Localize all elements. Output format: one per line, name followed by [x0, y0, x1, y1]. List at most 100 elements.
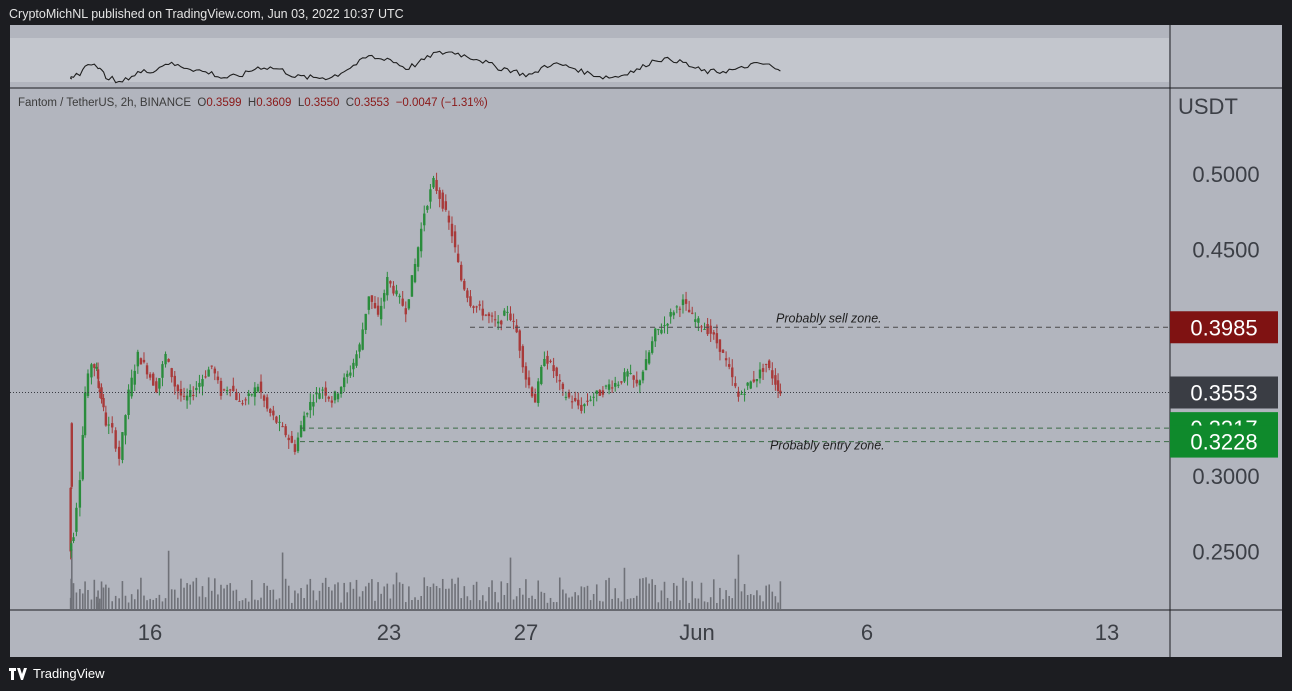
- high-value: 0.3609: [256, 97, 292, 109]
- volume-bar: [195, 577, 198, 609]
- volume-bar: [774, 596, 777, 609]
- volume-bar: [343, 582, 345, 609]
- volume-bar: [309, 578, 312, 609]
- candle-body: [373, 302, 377, 309]
- volume-bar: [386, 583, 389, 609]
- candle-body: [265, 397, 269, 409]
- time-tick: 13: [1095, 620, 1119, 645]
- candle-body: [173, 375, 176, 387]
- volume-bar: [118, 598, 120, 609]
- candle-body: [715, 333, 719, 344]
- volume-bar: [130, 594, 133, 609]
- candle-body: [432, 177, 435, 188]
- candle-body: [764, 363, 768, 365]
- volume-bar: [549, 597, 552, 609]
- candle-body: [376, 305, 380, 315]
- candle-body: [370, 295, 374, 302]
- candle-body: [392, 285, 395, 294]
- candle-body: [256, 386, 260, 392]
- candle-body: [229, 389, 232, 391]
- candle-body: [691, 312, 694, 314]
- volume-bar: [331, 590, 333, 609]
- pair-label: Fantom / TetherUS, 2h, BINANCE: [18, 97, 191, 109]
- candle-body: [306, 413, 309, 415]
- volume-bar: [645, 577, 647, 609]
- volume-bar: [481, 595, 484, 609]
- candle-body: [721, 349, 725, 353]
- volume-bar: [352, 588, 355, 609]
- volume-bar: [654, 584, 657, 609]
- tradingview-logo-icon: [9, 667, 27, 680]
- volume-bar: [571, 596, 573, 609]
- volume-bar: [161, 601, 164, 609]
- volume-bar: [177, 597, 179, 609]
- volume-bar: [324, 577, 327, 609]
- volume-bar: [642, 578, 644, 609]
- candle-body: [309, 401, 312, 411]
- candle-body: [629, 373, 632, 375]
- candle-body: [509, 313, 512, 321]
- candle-body: [540, 366, 543, 384]
- volume-bar: [731, 598, 734, 609]
- candle-body: [97, 381, 100, 388]
- volume-bar: [709, 597, 712, 609]
- candle-body: [444, 201, 448, 210]
- volume-bar: [266, 585, 268, 609]
- volume-bar: [97, 602, 100, 609]
- volume-bar: [272, 589, 275, 609]
- volume-bar: [235, 589, 238, 609]
- candle-body: [752, 379, 756, 382]
- time-axis: 16 23 27 Jun 6 13: [138, 620, 1119, 645]
- candle-body: [586, 400, 589, 402]
- candle-body: [198, 382, 201, 387]
- volume-bar: [275, 599, 278, 609]
- volume-bar: [312, 590, 315, 609]
- volume-bar: [133, 599, 136, 609]
- close-value: 0.3553: [354, 97, 390, 109]
- volume-bar: [278, 598, 281, 609]
- volume-bar: [716, 602, 718, 609]
- volume-bar: [762, 601, 764, 609]
- volume-bar: [244, 598, 247, 609]
- candle-body: [352, 362, 355, 370]
- volume-bar: [488, 587, 490, 609]
- volume-bar: [599, 600, 601, 609]
- volume-bar: [728, 595, 730, 609]
- candle-body: [589, 399, 592, 401]
- candle-body: [758, 369, 762, 379]
- candle-body: [561, 383, 565, 390]
- volume-bar: [617, 598, 620, 609]
- candle-body: [324, 387, 327, 396]
- volume-bar: [719, 587, 721, 609]
- candle-body: [83, 392, 87, 436]
- volume-bar: [100, 581, 103, 609]
- volume-bar: [121, 581, 124, 609]
- candle-body: [330, 400, 334, 403]
- candle-body: [98, 389, 102, 393]
- candle-body: [779, 390, 782, 394]
- volume-bar: [389, 598, 392, 609]
- candle-body: [632, 375, 635, 380]
- time-tick: 16: [138, 620, 162, 645]
- candle-body: [238, 400, 241, 402]
- candle-body: [419, 228, 423, 252]
- time-tick: 27: [514, 620, 538, 645]
- volume-bar: [315, 600, 318, 609]
- volume-bar: [334, 584, 336, 609]
- volume-bar: [555, 602, 558, 609]
- candle-body: [727, 364, 731, 367]
- volume-bar: [217, 594, 219, 609]
- candle-body: [349, 372, 352, 376]
- candle-body: [133, 370, 136, 385]
- volume-bar: [124, 595, 127, 609]
- candle-body: [740, 393, 743, 395]
- candle-body: [90, 364, 93, 378]
- volume-bar: [694, 598, 697, 609]
- volume-bar: [771, 591, 774, 609]
- candle-body: [235, 392, 238, 400]
- volume-bar: [173, 589, 176, 609]
- volume-bar: [398, 582, 401, 609]
- volume-bar: [220, 584, 222, 609]
- volume-bar: [192, 581, 195, 609]
